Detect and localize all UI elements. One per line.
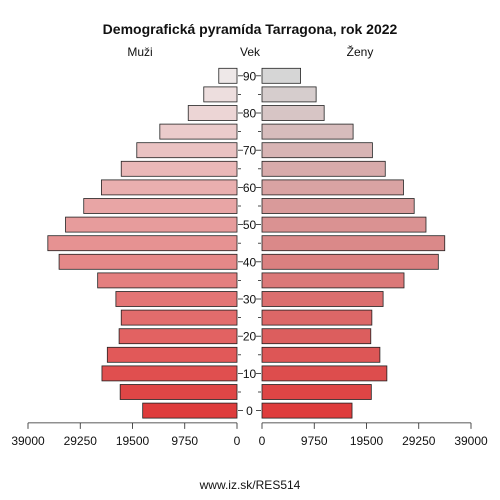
male-bar-age-15 (106, 346, 238, 363)
female-bar-age-30 (261, 291, 384, 307)
male-bar-age-45 (47, 235, 238, 252)
male-bar-age-65 (120, 160, 238, 177)
female-bar-age-85 (261, 86, 317, 103)
female-bar-age-90 (261, 67, 301, 84)
male-bar-age-10 (101, 365, 238, 382)
age-tick-label: 90 (243, 69, 257, 83)
x-tick-label: 0 (259, 434, 266, 448)
male-bar-age-70 (136, 142, 238, 159)
male-bar-age-80 (187, 105, 238, 121)
x-axis-female: 0 9750 19500 29250 39000 (259, 422, 488, 448)
chart-title: Demografická pyramída Tarragona, rok 202… (103, 21, 398, 37)
male-bar-age-30 (115, 291, 238, 307)
male-bar-age-60 (101, 179, 238, 196)
age-tick-label: 30 (243, 293, 257, 307)
age-tick-label: 40 (243, 255, 257, 269)
male-bar-age-0 (142, 402, 238, 419)
female-bar-age-15 (261, 346, 381, 363)
x-tick-label: 19500 (116, 434, 150, 448)
x-tick-label: 9750 (171, 434, 198, 448)
x-tick-label: 0 (234, 434, 241, 448)
x-tick-label: 9750 (301, 434, 328, 448)
age-tick-label: 20 (243, 330, 257, 344)
female-bar-age-75 (261, 123, 354, 140)
female-bar-age-70 (261, 142, 373, 159)
female-bar-age-10 (261, 365, 388, 382)
female-bar-age-35 (261, 272, 405, 289)
right-series-label: Ženy (347, 44, 374, 59)
male-bar-age-40 (58, 253, 238, 270)
female-bar-age-45 (261, 235, 446, 252)
male-bars (47, 67, 238, 419)
footer-source: www.iz.sk/RES514 (199, 478, 301, 492)
age-tick-label: 10 (243, 367, 257, 381)
left-series-label: Muži (127, 45, 152, 59)
x-tick-label: 39000 (454, 434, 488, 448)
female-bar-age-40 (261, 253, 439, 270)
female-bars (261, 67, 446, 419)
female-bar-age-0 (261, 402, 353, 419)
age-axis: 0 10 20 30 40 50 60 70 80 90 (238, 69, 261, 418)
age-tick-label: 70 (243, 144, 257, 158)
male-bar-age-35 (97, 272, 238, 289)
female-bar-age-80 (261, 105, 325, 121)
x-tick-label: 29250 (64, 434, 98, 448)
female-bar-age-20 (261, 328, 372, 345)
female-bar-age-50 (261, 216, 427, 233)
male-bar-age-90 (218, 67, 238, 84)
male-bar-age-50 (65, 216, 238, 233)
age-tick-label: 60 (243, 181, 257, 195)
age-tick-label: 50 (243, 218, 257, 232)
female-bar-age-25 (261, 309, 373, 326)
male-bar-age-75 (159, 123, 238, 140)
age-tick-label: 0 (246, 404, 253, 418)
male-bar-age-55 (83, 198, 238, 214)
male-bar-age-25 (120, 309, 238, 326)
female-bar-age-65 (261, 160, 386, 177)
x-tick-label: 39000 (11, 434, 45, 448)
age-tick-label: 80 (243, 107, 257, 121)
male-bar-age-20 (118, 328, 238, 345)
female-bar-age-55 (261, 198, 415, 214)
age-axis-label: Vek (240, 45, 261, 59)
x-tick-label: 19500 (350, 434, 384, 448)
male-bar-age-85 (203, 86, 238, 103)
male-bar-age-5 (119, 384, 238, 400)
x-tick-label: 29250 (402, 434, 436, 448)
female-bar-age-60 (261, 179, 404, 196)
x-axis-male: 39000 29250 19500 9750 0 (11, 422, 241, 448)
female-bar-age-5 (261, 384, 372, 400)
